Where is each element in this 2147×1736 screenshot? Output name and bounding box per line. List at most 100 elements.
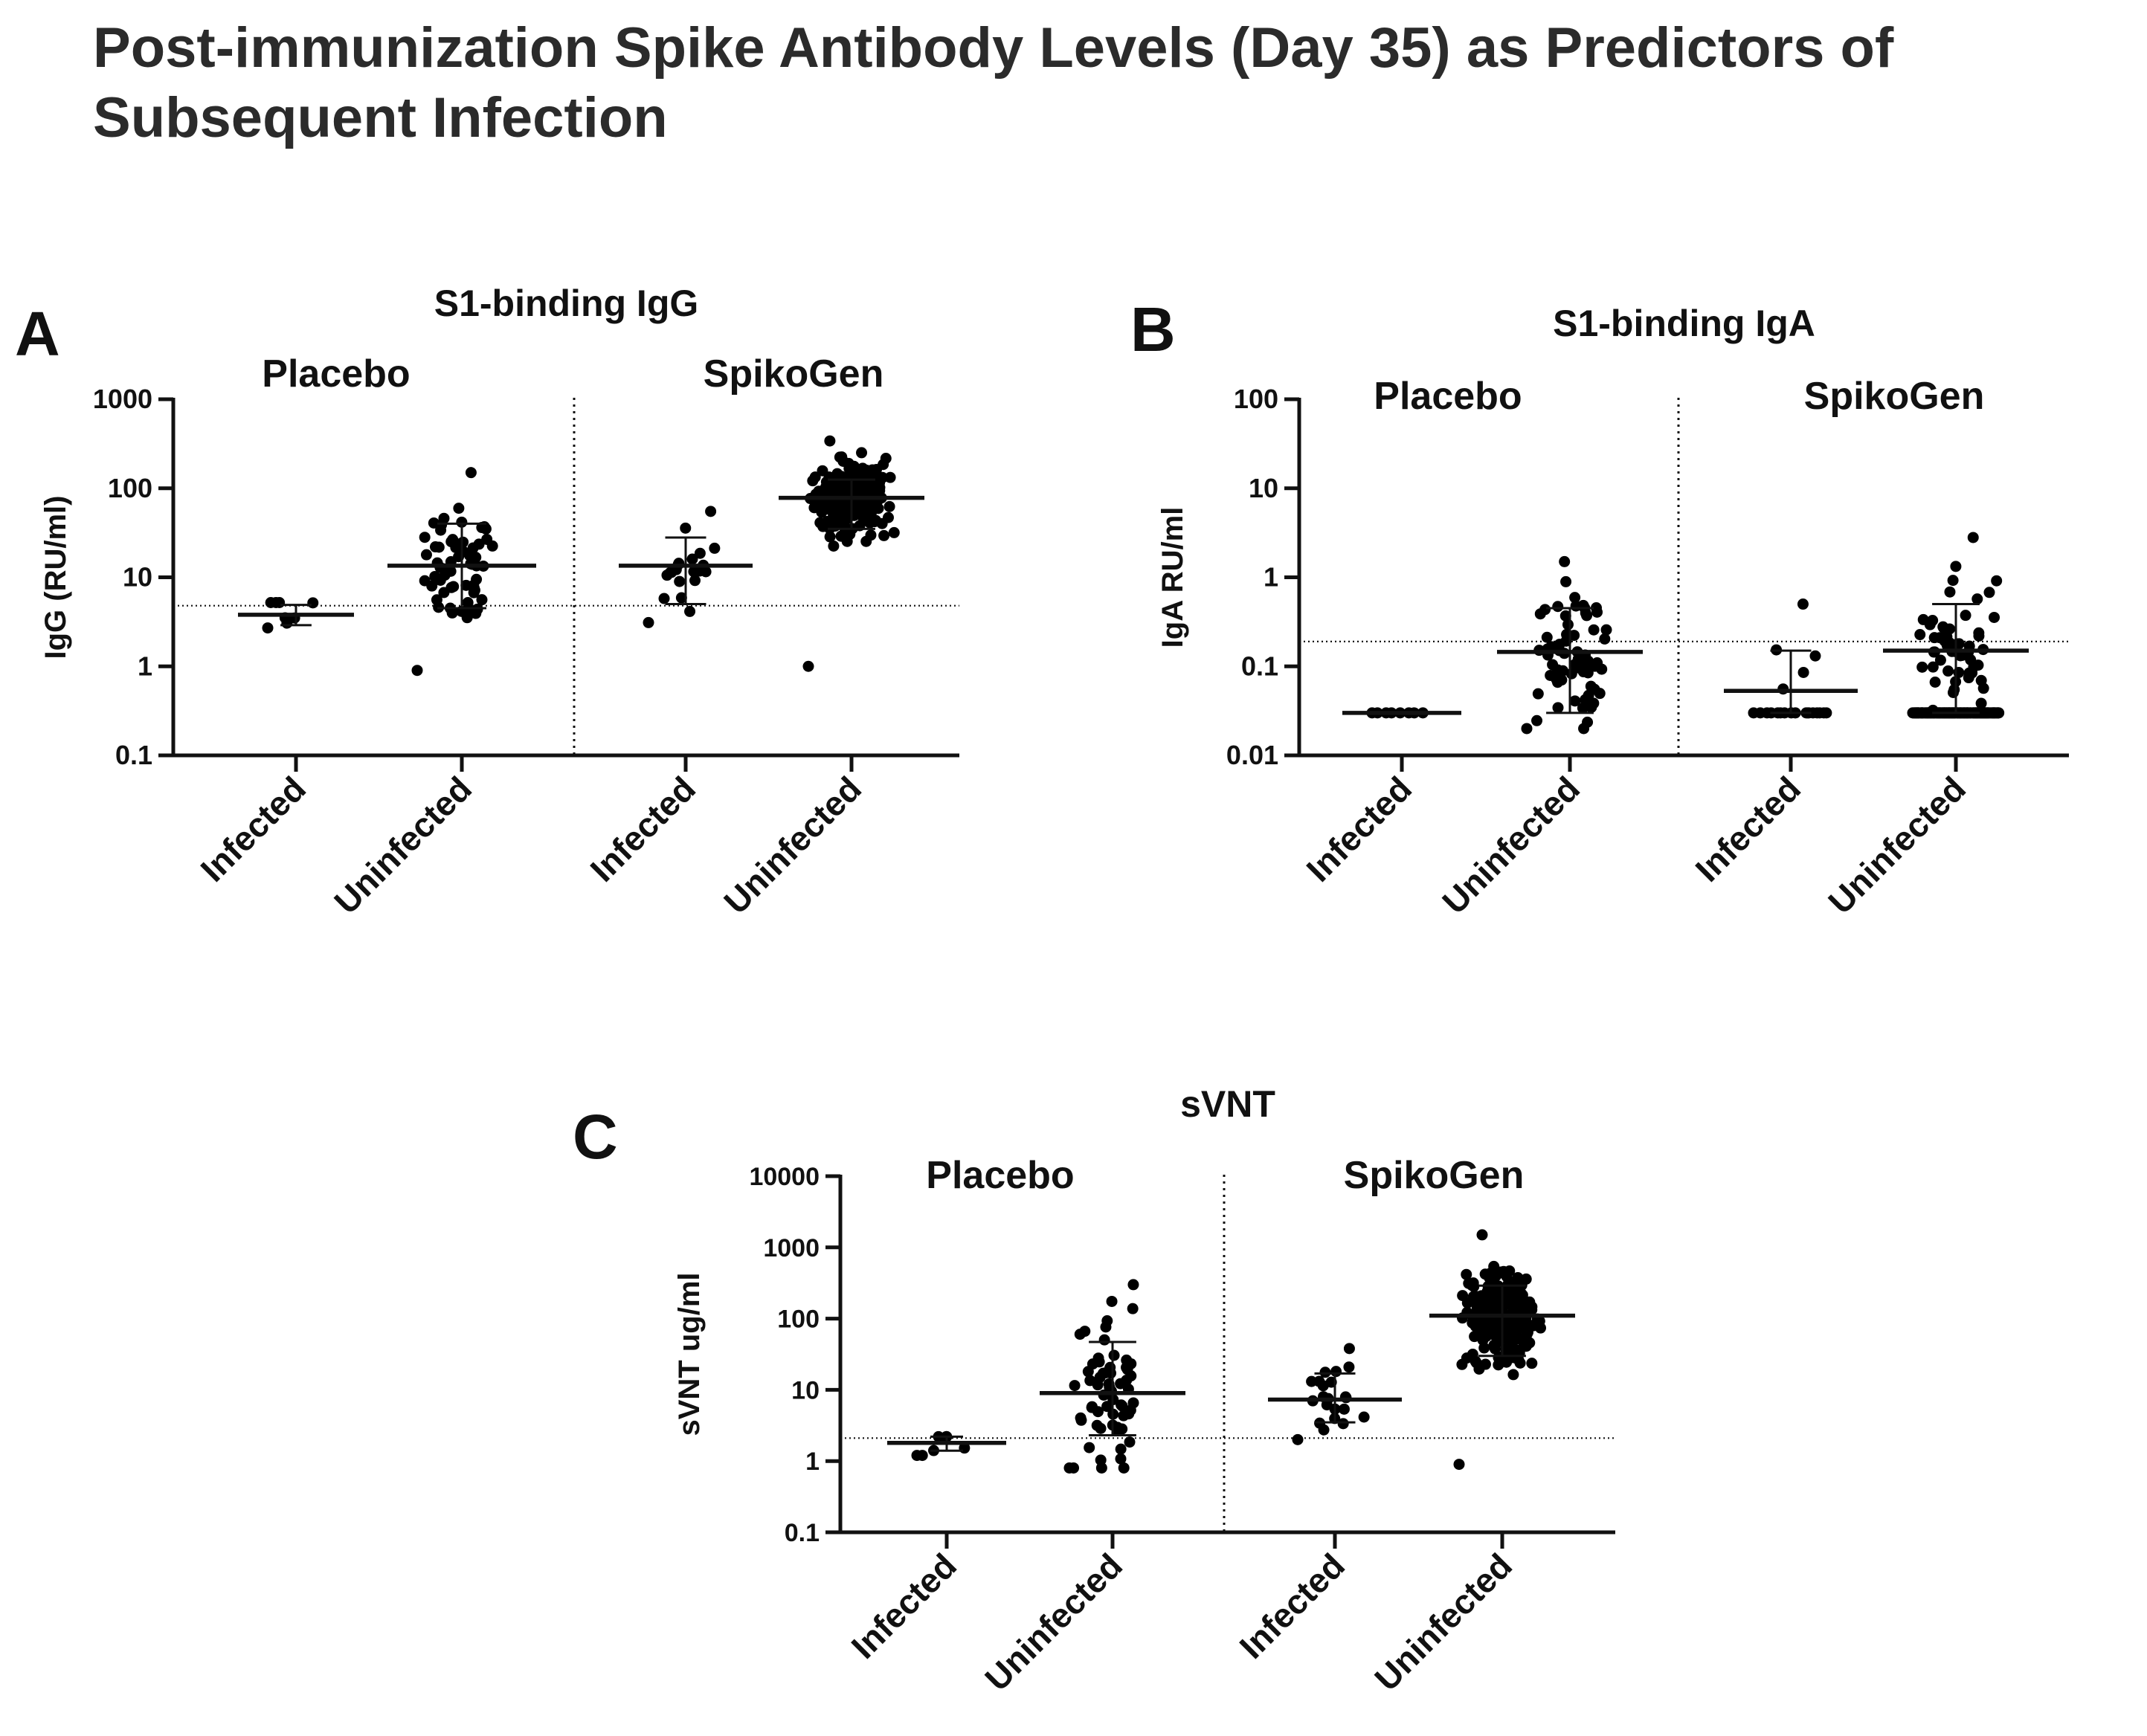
- y-tick-label: 100: [108, 473, 152, 503]
- data-point: [802, 660, 814, 672]
- chart-panel-a: A S1-binding IgG Placebo SpikoGen 0.1 1 10 100 1…: [15, 283, 959, 921]
- data-point: [1513, 1322, 1525, 1334]
- data-point: [1092, 1352, 1104, 1364]
- data-point: [643, 616, 654, 628]
- y-tick-label: 1000: [763, 1234, 820, 1262]
- data-point: [1586, 701, 1597, 713]
- data-point: [1461, 1268, 1472, 1280]
- data-point: [1115, 1443, 1127, 1455]
- data-point: [856, 447, 868, 459]
- data-point: [1118, 1462, 1130, 1474]
- data-point: [1104, 1361, 1116, 1373]
- data-point: [878, 529, 890, 541]
- data-point: [1490, 1297, 1502, 1309]
- data-point: [1977, 683, 1989, 694]
- data-point: [1526, 1358, 1538, 1369]
- data-point: [1521, 723, 1533, 735]
- data-point: [438, 512, 450, 524]
- data-point: [1524, 1296, 1536, 1308]
- data-point: [1947, 686, 1959, 698]
- data-point: [1068, 1462, 1080, 1474]
- data-point: [1937, 621, 1949, 633]
- data-point: [1960, 610, 1971, 622]
- data-point: [1569, 592, 1581, 604]
- data-point: [1521, 1329, 1533, 1340]
- y-tick-label: 100: [777, 1306, 820, 1334]
- data-point: [686, 553, 698, 565]
- x-tick-label: Uninfected: [1821, 769, 1973, 921]
- data-point: [1084, 1442, 1095, 1453]
- page-title: Post-immunization Spike Antibody Levels …: [93, 16, 1894, 149]
- x-tick-label: Infected: [583, 769, 703, 888]
- data-point: [878, 459, 889, 471]
- data-point: [1510, 1331, 1522, 1343]
- data-point: [1552, 601, 1564, 613]
- data-point: [1124, 1436, 1136, 1448]
- data-point: [883, 500, 895, 512]
- data-point: [1337, 1418, 1349, 1430]
- data-point: [680, 522, 692, 534]
- data-point: [1942, 665, 1954, 677]
- data-point: [429, 570, 441, 582]
- data-point: [262, 622, 274, 634]
- data-point: [1941, 639, 1953, 651]
- data-point: [1569, 695, 1581, 707]
- data-point: [1912, 707, 1924, 719]
- data-point: [1947, 575, 1959, 587]
- data-point: [1591, 657, 1603, 669]
- data-point: [1916, 661, 1928, 673]
- data-point: [1453, 1459, 1465, 1471]
- data-point: [1480, 1358, 1492, 1370]
- data-point: [1531, 714, 1543, 726]
- data-point: [824, 531, 836, 543]
- data-point: [307, 597, 319, 609]
- group-label: SpikoGen: [1804, 375, 1985, 418]
- data-point: [476, 594, 488, 606]
- data-point: [445, 565, 457, 577]
- data-point: [1112, 1422, 1124, 1433]
- group-label: SpikoGen: [1344, 1154, 1525, 1197]
- data-point: [860, 464, 872, 476]
- data-point: [1797, 666, 1809, 678]
- data-point: [694, 547, 706, 559]
- data-point: [1929, 677, 1941, 688]
- chart-title: S1-binding IgA: [1553, 303, 1815, 344]
- data-point: [877, 471, 889, 483]
- data-point: [684, 605, 696, 617]
- data-point: [1330, 1366, 1342, 1378]
- data-point: [419, 532, 431, 543]
- data-point: [1343, 1343, 1355, 1355]
- data-point: [1560, 575, 1572, 587]
- data-point: [709, 542, 721, 554]
- data-point: [1577, 702, 1588, 714]
- data-point: [1950, 561, 1962, 572]
- data-point: [1927, 661, 1939, 673]
- data-point: [1475, 1290, 1487, 1302]
- data-point: [1600, 624, 1612, 636]
- data-point: [1991, 575, 2003, 587]
- data-point: [1963, 667, 1975, 679]
- data-point: [1319, 1366, 1331, 1378]
- data-point: [1971, 593, 1983, 605]
- data-point: [1507, 1369, 1519, 1381]
- data-point: [429, 541, 441, 553]
- data-point: [1292, 1433, 1304, 1445]
- data-point: [675, 592, 687, 604]
- data-point: [1821, 707, 1832, 719]
- group-label: Placebo: [1374, 375, 1522, 418]
- data-point: [916, 1450, 928, 1462]
- data-point: [1599, 633, 1611, 645]
- group-label: SpikoGen: [704, 352, 884, 396]
- data-point: [431, 594, 442, 606]
- data-point: [1580, 694, 1591, 706]
- y-tick-label: 100: [1234, 384, 1278, 414]
- data-point: [1101, 1401, 1113, 1413]
- data-point: [1082, 1366, 1094, 1378]
- x-tick-label: Uninfected: [326, 769, 479, 921]
- data-point: [1581, 610, 1593, 622]
- data-point: [461, 612, 473, 624]
- data-point: [1577, 666, 1589, 678]
- data-point: [1495, 1324, 1507, 1336]
- panel-letter: A: [15, 299, 60, 369]
- data-point: [1516, 1288, 1528, 1300]
